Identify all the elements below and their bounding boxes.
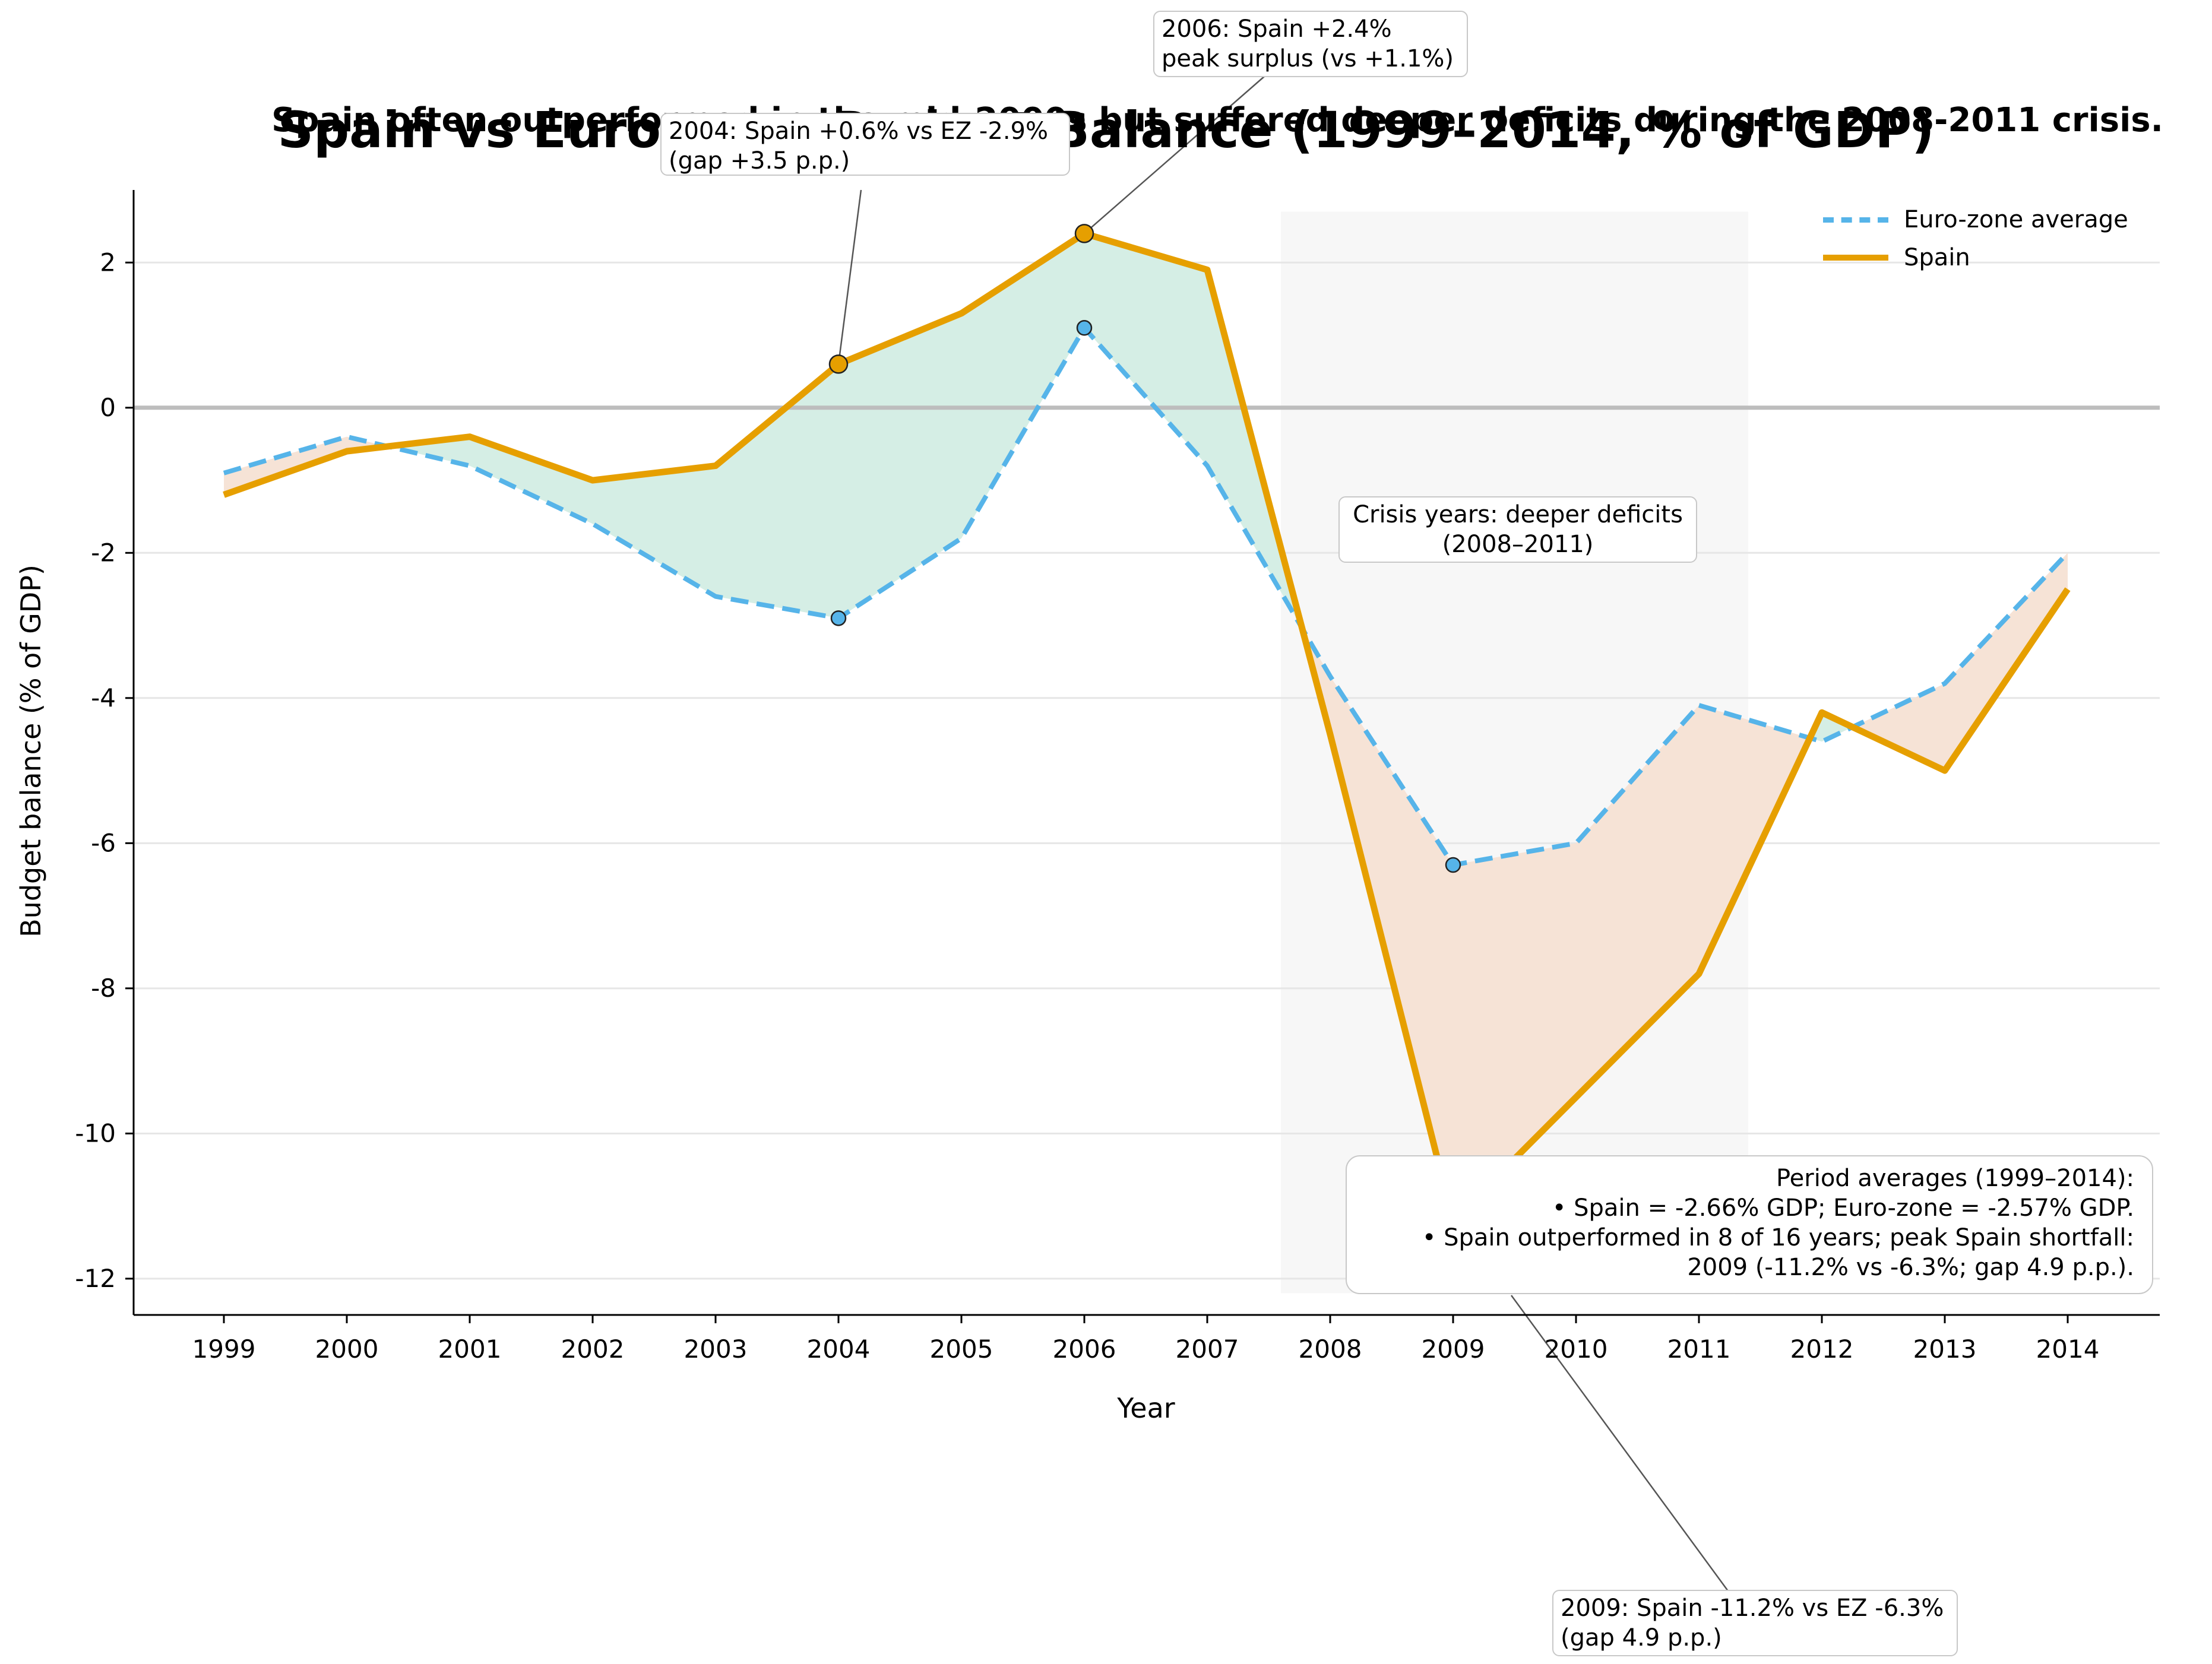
- legend: Euro-zone average Spain: [1823, 202, 2156, 279]
- eurozone-point-2004: [830, 610, 847, 626]
- gap-fill-2012-0: [1822, 712, 1853, 742]
- y-tick-label--10: -10: [75, 1118, 116, 1148]
- x-tick-label-2005: 2005: [930, 1335, 993, 1364]
- leader-2006: [1084, 75, 1265, 234]
- chart-title: Spain vs Euro-zone Budget Balance (1999–…: [277, 101, 1935, 159]
- eurozone-point-2009: [1445, 857, 1461, 873]
- chart-subtitle: Spain often outperformed in the mid-2000…: [271, 101, 2163, 140]
- crisis-annotation: Crisis years: deeper deficits (2008–2011…: [1338, 496, 1697, 563]
- x-tick-label-2009: 2009: [1422, 1335, 1485, 1364]
- series-lines: [223, 230, 2071, 1224]
- x-tick-label-2003: 2003: [684, 1335, 748, 1364]
- spain-point-2006: [1074, 224, 1094, 243]
- y-tick-label--8: -8: [91, 974, 116, 1003]
- x-tick-label-2004: 2004: [807, 1335, 871, 1364]
- crisis-annotation-line-1: Crisis years: deeper deficits: [1353, 501, 1683, 528]
- annotation-2006-line-2: peak surplus (vs +1.1%): [1162, 45, 1454, 72]
- gap-fill-2000-1: [388, 436, 470, 466]
- annotation-leader-lines: [837, 75, 1729, 1592]
- gap-fill-area: [224, 233, 2068, 1221]
- legend-swatch-eurozone: [1823, 217, 1888, 223]
- x-tick-label-2012: 2012: [1790, 1335, 1854, 1364]
- legend-swatch-spain: [1823, 255, 1888, 261]
- x-tick-label-2008: 2008: [1299, 1335, 1362, 1364]
- y-tick-label--4: -4: [91, 683, 116, 712]
- y-axis-label: Budget balance (% of GDP): [15, 565, 47, 937]
- y-tick-label--2: -2: [91, 538, 116, 567]
- legend-item-spain: Spain: [1823, 240, 1970, 275]
- y-tick-label-0: 0: [100, 393, 116, 422]
- averages-line-1: Period averages (1999–2014):: [1776, 1165, 2134, 1192]
- gap-fill-2010-0: [1576, 705, 1699, 1098]
- gap-fill-2012-1: [1852, 683, 1945, 771]
- annotation-2009-line-1: 2009: Spain -11.2% vs EZ -6.3%: [1561, 1595, 1944, 1622]
- gap-fill-2001-0: [470, 436, 593, 524]
- annotation-2006-line-1: 2006: Spain +2.4%: [1162, 15, 1392, 43]
- x-tick-label-1999: 1999: [192, 1335, 256, 1364]
- gap-fill-2013-0: [1945, 553, 2068, 771]
- tick-labels: 2 0 -2 -4 -6 -8 -10 -12 1999 2000 2001 2002 2003 2004…: [75, 248, 2099, 1364]
- x-tick-label-2013: 2013: [1913, 1335, 1977, 1364]
- averages-line-3: • Spain outperformed in 8 of 16 years; p…: [1422, 1224, 2134, 1251]
- averages-line-4: 2009 (-11.2% vs -6.3%; gap 4.9 p.p.).: [1687, 1254, 2134, 1281]
- gap-fill-1999-0: [224, 436, 347, 495]
- annotation-2006: 2006: Spain +2.4% peak surplus (vs +1.1%…: [1153, 11, 1468, 77]
- x-tick-label-2000: 2000: [315, 1335, 379, 1364]
- gap-fill-2004-0: [838, 313, 961, 619]
- spain-point-2004: [828, 354, 849, 374]
- annotation-2009-line-2: (gap 4.9 p.p.): [1561, 1624, 1722, 1652]
- y-tick-label--12: -12: [75, 1264, 116, 1293]
- x-tick-label-2006: 2006: [1053, 1335, 1116, 1364]
- period-averages-box: Period averages (1999–2014): • Spain = -…: [1346, 1155, 2153, 1294]
- gap-fill-2005-0: [961, 233, 1084, 538]
- eurozone-line: [223, 325, 2069, 867]
- crisis-annotation-line-2: (2008–2011): [1442, 531, 1594, 558]
- legend-label-eurozone: Euro-zone average: [1904, 206, 2128, 233]
- gap-fill-2008-0: [1330, 676, 1453, 1221]
- x-tick-label-2011: 2011: [1667, 1335, 1731, 1364]
- annotation-2009: 2009: Spain -11.2% vs EZ -6.3% (gap 4.9 …: [1552, 1590, 1958, 1656]
- gap-fill-2002-0: [593, 465, 716, 597]
- y-tick-label-2: 2: [100, 248, 116, 277]
- x-tick-label-2014: 2014: [2036, 1335, 2100, 1364]
- annotation-2004-line-2: (gap +3.5 p.p.): [669, 147, 850, 175]
- leader-2004: [837, 189, 862, 365]
- gridlines: [134, 261, 2160, 1280]
- gap-fill-2003-0: [716, 364, 838, 619]
- annotation-2004-line-1: 2004: Spain +0.6% vs EZ -2.9%: [669, 118, 1048, 145]
- spain-line: [223, 230, 2071, 1224]
- leader-2009: [1510, 1295, 1729, 1592]
- x-tick-label-2007: 2007: [1176, 1335, 1239, 1364]
- x-axis-label: Year: [1117, 1392, 1175, 1424]
- eurozone-point-2006: [1076, 320, 1093, 336]
- legend-label-spain: Spain: [1904, 244, 1970, 271]
- legend-item-eurozone: Euro-zone average: [1823, 202, 2128, 237]
- gap-fill-2011-0: [1699, 705, 1810, 974]
- y-tick-label--6: -6: [91, 828, 116, 857]
- averages-line-2: • Spain = -2.66% GDP; Euro-zone = -2.57%…: [1552, 1194, 2134, 1222]
- annotation-2004: 2004: Spain +0.6% vs EZ -2.9% (gap +3.5 …: [660, 113, 1070, 176]
- x-tick-label-2010: 2010: [1545, 1335, 1608, 1364]
- x-tick-label-2001: 2001: [438, 1335, 502, 1364]
- x-tick-label-2002: 2002: [561, 1335, 625, 1364]
- axes: [125, 190, 2160, 1323]
